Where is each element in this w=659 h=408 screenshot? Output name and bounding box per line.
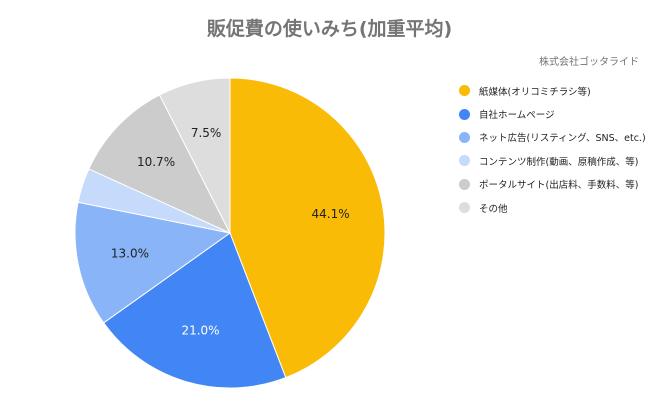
pie-slice — [74, 201, 232, 324]
legend-swatch — [459, 178, 470, 190]
legend-label: 自社ホームページ — [479, 110, 555, 122]
slice-value-label: 13.0% — [111, 247, 149, 261]
legend-item: コンテンツ制作(動画、原稿作成、等) — [459, 149, 646, 172]
legend-swatch — [459, 155, 470, 167]
legend-label: コンテンツ制作(動画、原稿作成、等) — [479, 156, 639, 168]
legend-label: その他 — [479, 203, 508, 215]
legend-swatch — [459, 85, 470, 97]
chart-title: 販促費の使いみち(加重平均) — [206, 18, 453, 40]
slice-value-label: 10.7% — [137, 155, 175, 169]
legend-swatch — [459, 131, 470, 143]
pie-slice — [158, 77, 231, 234]
legend-label: 紙媒体(オリコミチラシ等) — [479, 86, 591, 98]
legend-item: ポータルサイト(出店料、手数料、等) — [459, 173, 646, 196]
legend-item: ネット広告(リスティング、SNS、etc.) — [459, 126, 646, 149]
legend-swatch — [459, 202, 470, 214]
legend: 紙媒体(オリコミチラシ等) 自社ホームページ ネット広告(リスティング、SNS、… — [459, 79, 646, 219]
slice-value-label: 44.1% — [312, 207, 350, 221]
pie-slice — [88, 94, 232, 235]
legend-label: ポータルサイト(出店料、手数料、等) — [479, 180, 639, 192]
legend-item: 自社ホームページ — [459, 102, 646, 125]
pie-slice — [229, 77, 386, 379]
slice-value-label: 21.0% — [181, 323, 219, 337]
pie-slice — [102, 232, 287, 389]
legend-label: ネット広告(リスティング、SNS、etc.) — [479, 133, 646, 145]
chart-subtitle: 株式会社ゴッタライド — [539, 57, 639, 68]
slice-value-label: 7.5% — [191, 126, 222, 140]
legend-swatch — [459, 108, 470, 120]
legend-item: その他 — [459, 196, 646, 219]
legend-item: 紙媒体(オリコミチラシ等) — [459, 79, 646, 102]
